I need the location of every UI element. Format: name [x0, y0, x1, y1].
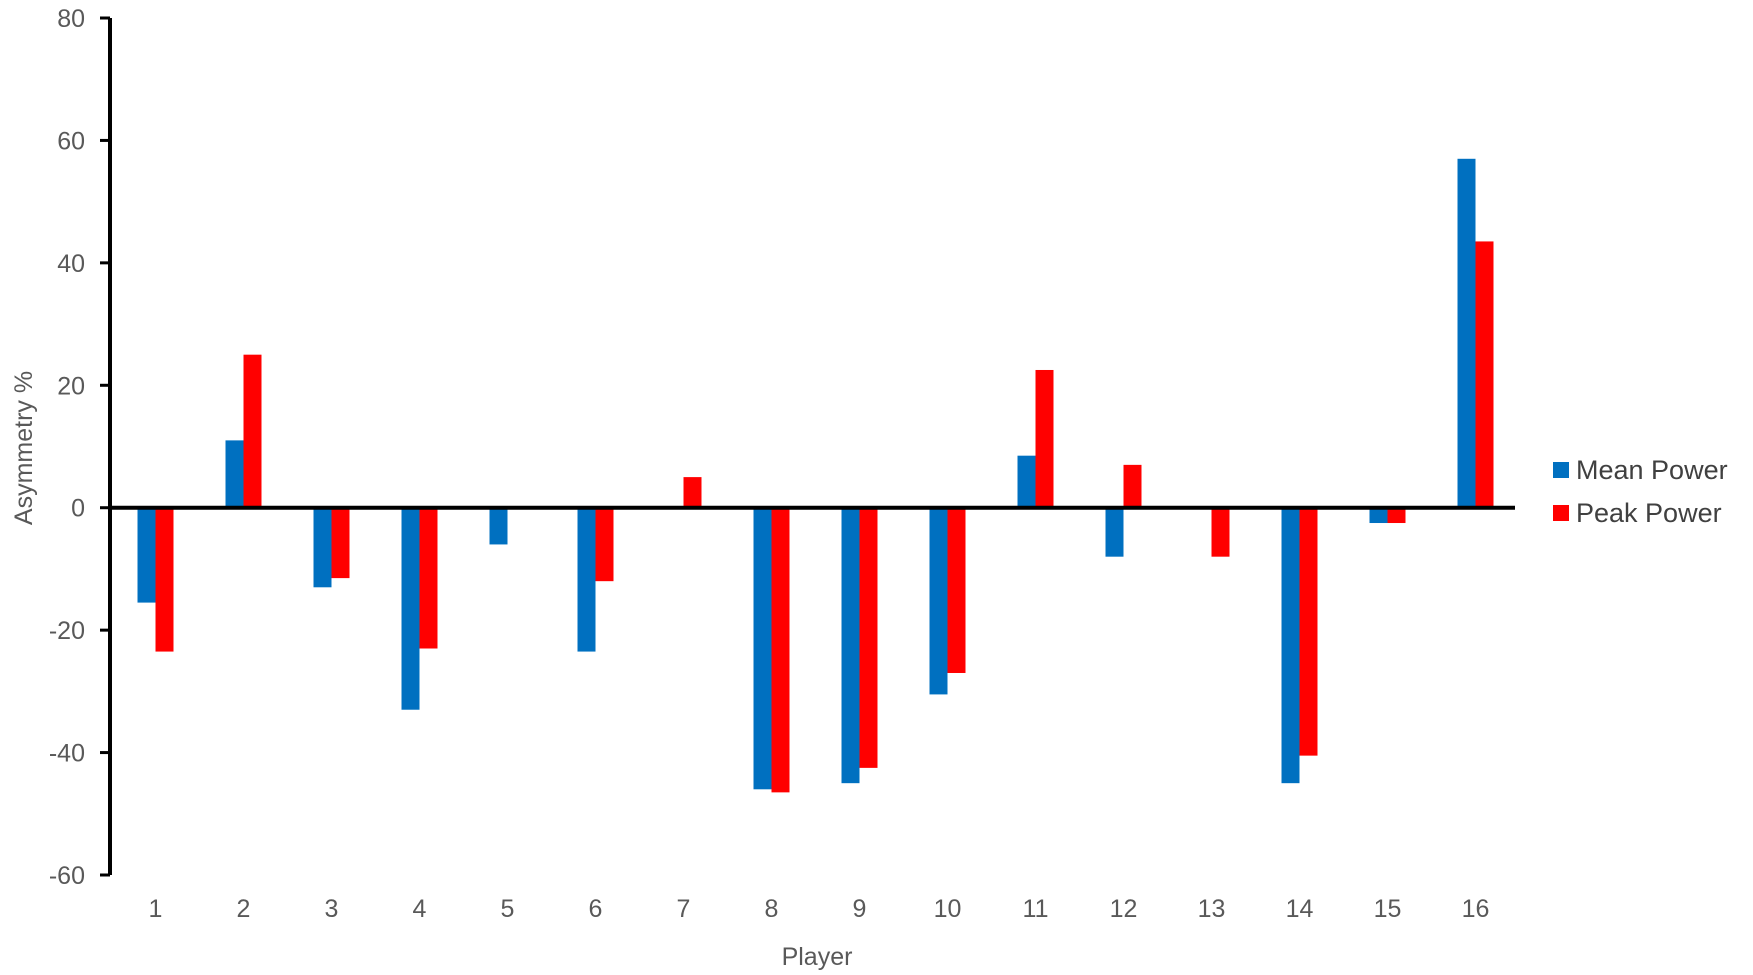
bar-mean-power-player-3	[313, 507, 332, 588]
x-tick-label: 11	[1023, 895, 1049, 923]
bar-mean-power-player-4	[401, 507, 420, 710]
x-ticks: 1 2 3 4 5 6 7 8 9 10 11 12 13 14 15 16	[149, 895, 1490, 923]
bar-mean-power-player-8	[753, 507, 772, 790]
bar-mean-power-player-9	[841, 507, 860, 784]
y-tick-label: 20	[57, 372, 85, 400]
legend-label-peak-power: Peak Power	[1576, 498, 1722, 528]
y-axis-title: Asymmetry %	[10, 371, 38, 525]
x-tick-label: 13	[1198, 895, 1226, 923]
x-tick-label: 2	[237, 895, 251, 923]
y-tick-label: -60	[49, 862, 85, 890]
y-ticks: 80 60 40 20 0 -20 -40 -60	[49, 5, 110, 890]
bar-mean-power-player-10	[929, 507, 948, 695]
legend-swatch-mean-power	[1553, 462, 1569, 478]
bar-mean-power-player-11	[1017, 455, 1036, 508]
x-tick-label: 14	[1286, 895, 1314, 923]
bar-mean-power-player-15	[1369, 507, 1388, 524]
x-tick-label: 16	[1462, 895, 1490, 923]
bar-peak-power-player-11	[1035, 369, 1054, 508]
x-tick-label: 15	[1374, 895, 1402, 923]
x-tick-label: 3	[325, 895, 339, 923]
bar-peak-power-player-14	[1299, 507, 1318, 756]
y-tick-label: 60	[57, 127, 85, 155]
bar-peak-power-player-4	[419, 507, 438, 649]
y-tick-label: 80	[57, 5, 85, 33]
bar-peak-power-player-1	[155, 507, 174, 652]
legend-swatch-peak-power	[1553, 505, 1569, 521]
bar-mean-power-player-1	[137, 507, 156, 603]
y-tick-label: 0	[71, 495, 85, 523]
bar-peak-power-player-15	[1387, 507, 1406, 524]
x-tick-label: 5	[501, 895, 515, 923]
bar-peak-power-player-8	[771, 507, 790, 793]
x-tick-label: 10	[934, 895, 962, 923]
x-tick-label: 1	[149, 895, 163, 923]
x-tick-label: 7	[677, 895, 691, 923]
y-tick-label: -20	[49, 617, 85, 645]
bar-mean-power-player-2	[225, 440, 244, 508]
legend-label-mean-power: Mean Power	[1576, 455, 1728, 485]
bar-peak-power-player-3	[331, 507, 350, 579]
bars-layer	[137, 158, 1494, 793]
bar-mean-power-player-16	[1457, 158, 1476, 508]
bar-peak-power-player-7	[683, 477, 702, 508]
x-tick-label: 8	[765, 895, 779, 923]
y-tick-label: -40	[49, 740, 85, 768]
bar-peak-power-player-6	[595, 507, 614, 582]
bar-peak-power-player-9	[859, 507, 878, 768]
bar-peak-power-player-2	[243, 354, 262, 508]
bar-mean-power-player-6	[577, 507, 596, 652]
x-tick-label: 9	[853, 895, 867, 923]
bar-peak-power-player-10	[947, 507, 966, 673]
x-axis-title: Player	[782, 943, 853, 971]
axes-layer	[108, 18, 1515, 875]
bar-mean-power-player-14	[1281, 507, 1300, 784]
x-tick-label: 12	[1110, 895, 1138, 923]
bar-mean-power-player-12	[1105, 507, 1124, 557]
legend: Mean Power Peak Power	[1553, 455, 1728, 528]
bar-mean-power-player-5	[489, 507, 508, 545]
x-tick-label: 6	[589, 895, 603, 923]
bar-peak-power-player-13	[1211, 507, 1230, 557]
bar-peak-power-player-12	[1123, 464, 1142, 508]
y-tick-label: 40	[57, 250, 85, 278]
x-tick-label: 4	[413, 895, 427, 923]
bar-peak-power-player-16	[1475, 241, 1494, 508]
